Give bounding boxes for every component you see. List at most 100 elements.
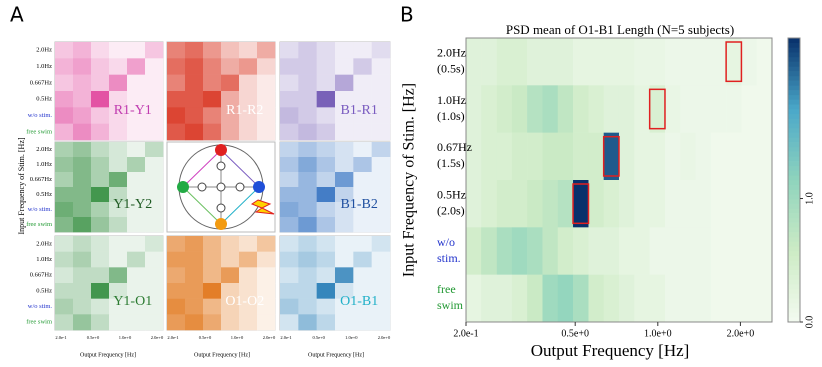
panel-title: O1-O2 [225,294,264,309]
heatmap-cell [239,236,258,252]
heatmap-cell [316,251,336,268]
heatmap-cell [756,85,773,133]
heatmap-cell [257,123,276,141]
chart-title: PSD mean of O1-B1 Length (N=5 subjects) [506,22,734,37]
heatmap-cell [316,283,336,299]
heatmap-cell [91,314,110,331]
colorbar-tick-label: 1.0 [804,192,815,205]
heatmap-cell [573,274,589,323]
heatmap-cell [680,85,696,133]
heatmap-cell [167,298,186,315]
heatmap-cell [145,58,164,75]
colorbar-segment [788,269,800,275]
colorbar-segment [788,222,800,228]
heatmap-cell [335,187,354,203]
heatmap-cell [280,236,299,252]
heatmap-cell [481,38,498,86]
heatmap-cell [298,58,317,75]
heatmap-cell [466,38,482,86]
heatmap-cell [127,91,146,108]
heatmap-cell [335,123,354,141]
heatmap-cell [280,58,299,75]
heatmap-cell [55,236,74,252]
heatmap-cell [353,283,372,299]
heatmap-cell [203,251,222,268]
heatmap-cell [588,227,604,275]
heatmap-cell [527,274,543,323]
heatmap-cell [109,251,128,268]
highlight-box [725,41,743,83]
colorbar-segment [788,123,800,129]
heatmap-cell [239,42,258,59]
heatmap-cell [55,142,74,158]
heatmap-cell [91,217,110,233]
colorbar-segment [788,284,800,290]
heatmap-cell [466,85,482,133]
heatmap-cell [127,157,146,173]
heatmap-cell [527,132,543,181]
heatmap-cell [353,107,372,124]
y-tick-label: 1.0Hz [36,161,52,168]
heatmap-cell [221,251,240,268]
heatmap-cell [91,142,110,158]
heatmap-cell [203,74,222,92]
heatmap-cell [145,202,164,218]
y-tick-label: 2.0Hz [36,146,52,153]
heatmap-cell [185,314,204,331]
heatmap-cell [185,298,204,315]
heatmap-cell [335,298,354,315]
heatmap-cell [280,142,299,158]
y-tick-label: free swim [26,221,52,228]
heatmap-cell [280,187,299,203]
colorbar-segment [788,71,800,77]
heatmap-cell [603,132,620,181]
heatmap-cell [618,227,635,275]
heatmap-cell [542,180,559,228]
heatmap-cell [185,107,204,124]
heatmap-cell [109,314,128,331]
heatmap-cell [257,251,276,268]
heatmap-cell [280,172,299,188]
heatmap-cell [481,132,498,181]
heatmap-cell [55,217,74,233]
heatmap-cell [557,274,574,323]
heatmap-cell [167,236,186,252]
y-tick-label: 0.5Hz [437,187,466,201]
heatmap-cell [109,107,128,124]
heatmap-cell [588,180,604,228]
colorbar-frame [787,37,801,323]
colorbar-segment [788,66,800,72]
heatmap-cell [741,180,758,228]
heatmap-cell [280,42,299,59]
colorbar-tick-label: 0.0 [804,316,815,329]
heatmap-cell [55,267,74,284]
heatmap-cell [618,180,635,228]
highlight-box [648,88,666,130]
heatmap-cell [167,123,186,141]
heatmap-cell [55,157,74,173]
heatmap-cell [741,38,758,86]
heatmap-cell [680,180,696,228]
colorbar-segment [788,203,800,209]
heatmap-cell [73,283,92,299]
heatmap-cell [109,142,128,158]
colorbar-segment [788,156,800,162]
heatmap-cell [371,283,391,299]
heatmap-cell [481,274,498,323]
heatmap-cell [726,227,742,275]
panel-title: Y1-O1 [113,294,152,309]
heatmap-cell [91,236,110,252]
heatmap-cell [239,283,258,299]
heatmap-cell [91,42,110,59]
y-tick-label: stim. [437,251,461,265]
heatmap-cell [167,107,186,124]
heatmap-cell [127,74,146,92]
heatmap-cell [257,42,276,59]
x-axis-label: Output Frequency [Hz] [194,352,250,358]
heatmap-cell [335,58,354,75]
heatmap-cell [710,132,727,181]
heatmap-cell [280,298,299,315]
heatmap-cell [167,251,186,268]
heatmap-cell [618,38,635,86]
heatmap-cell [127,217,146,233]
